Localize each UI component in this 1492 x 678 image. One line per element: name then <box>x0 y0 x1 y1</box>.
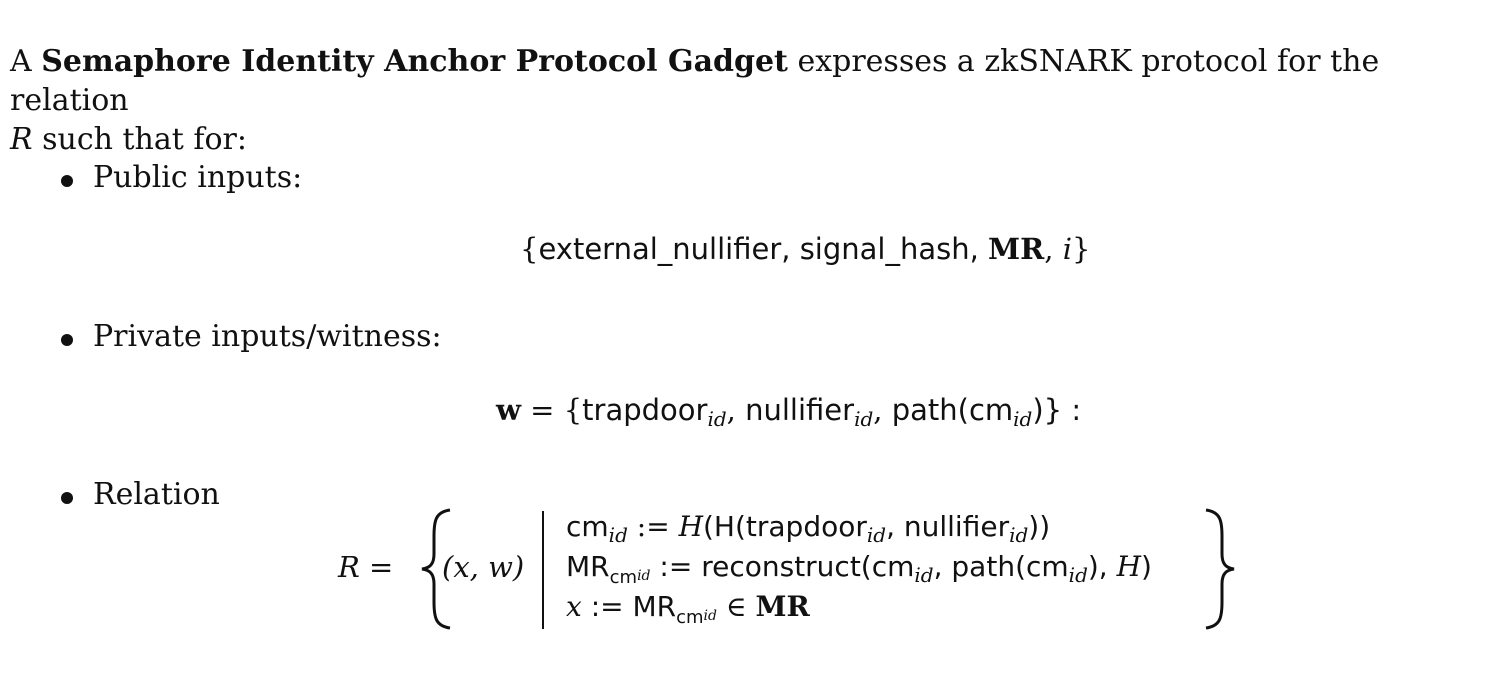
subscript-id: id <box>1068 563 1088 587</box>
element-of: ∈ <box>717 590 756 623</box>
subscript-id: id <box>703 608 717 624</box>
MR: MR <box>566 550 610 583</box>
path: , path(cm <box>933 550 1069 583</box>
close: )) <box>1028 510 1051 543</box>
subscript-cm: cm <box>676 607 704 628</box>
MR-set: MR <box>755 590 810 623</box>
comma: , <box>873 393 883 427</box>
subscript-id: id <box>914 563 934 587</box>
bullet-public-inputs: Public inputs: <box>93 160 303 195</box>
public-inputs-formula: {external_nullifier, signal_hash, MR, i} <box>520 232 1090 266</box>
right-brace-icon <box>1205 508 1235 630</box>
bullet-marker <box>61 175 73 187</box>
nullifier: , nullifier <box>886 510 1010 543</box>
hash-H: H <box>678 510 703 543</box>
subscript-id: id <box>637 568 651 584</box>
bullet-marker <box>61 492 73 504</box>
relation-eq: = <box>359 550 394 584</box>
subscript-id: id <box>1013 407 1033 431</box>
pair: (x, w) <box>442 550 525 584</box>
relation-symbol: R <box>338 550 360 584</box>
subscript-id: id <box>707 407 727 431</box>
relation-conditions: cmid := H(H(trapdoorid, nullifierid)) MR… <box>566 508 1206 633</box>
intro-term: Semaphore Identity Anchor Protocol Gadge… <box>41 44 788 79</box>
tail: ), <box>1087 550 1117 583</box>
divider <box>542 511 544 629</box>
relation-lhs: R = <box>338 550 393 584</box>
cm: cm <box>566 510 609 543</box>
external-nullifier: external_nullifier, <box>538 232 791 266</box>
bullet-relation: Relation <box>93 477 220 512</box>
close: ) <box>1141 550 1152 583</box>
relation-line-1: cmid := H(H(trapdoorid, nullifierid)) <box>566 510 1050 547</box>
assign: := <box>627 510 679 543</box>
left-brace-icon <box>421 508 451 630</box>
inner-hash: (H(trapdoor <box>703 510 867 543</box>
subscript-id: id <box>854 407 874 431</box>
subscript-id: id <box>866 523 887 547</box>
trapdoor: trapdoor <box>582 393 708 427</box>
bullet-marker <box>61 334 73 346</box>
witness-w: w <box>496 393 521 427</box>
path: path(cm <box>891 393 1014 427</box>
witness-eq: = { <box>520 393 583 427</box>
reconstruct: := reconstruct(cm <box>650 550 915 583</box>
witness-formula: w = {trapdoorid, nullifierid, path(cmid)… <box>496 393 1081 431</box>
relation-line-2: MRcmid := reconstruct(cmid, path(cmid), … <box>566 550 1152 588</box>
intro-prefix: A <box>10 44 42 79</box>
hash-H: H <box>1116 550 1142 583</box>
bullet-private-inputs: Private inputs/witness: <box>93 319 442 354</box>
relation-formula: R = (x, w) cmid := H(H(trapdoorid, nulli… <box>338 508 1238 633</box>
subscript-cm: cm <box>609 567 638 588</box>
subscript-id: id <box>608 523 628 547</box>
assign-MR: := MR <box>581 590 677 623</box>
nullifier: nullifier <box>745 393 855 427</box>
witness-close: )} <box>1032 393 1063 427</box>
comma: , <box>726 393 736 427</box>
relation-symbol: R <box>10 122 33 157</box>
relation-line-3: x := MRcmid ∈ MR <box>566 590 810 628</box>
brace-open: { <box>520 232 539 266</box>
x: x <box>566 590 582 623</box>
comma: , <box>1044 232 1054 266</box>
intro-paragraph: A Semaphore Identity Anchor Protocol Gad… <box>10 42 1485 159</box>
brace-close: } <box>1071 232 1091 266</box>
relation-pair: (x, w) <box>442 550 524 584</box>
intro-line2: such that for: <box>32 122 247 157</box>
intro-suffix: expresses a zkSNARK protocol for the rel… <box>10 44 1380 118</box>
merkle-root: MR <box>988 232 1045 266</box>
index-i: i <box>1062 232 1072 266</box>
witness-colon: : <box>1062 393 1082 427</box>
subscript-id: id <box>1009 523 1029 547</box>
signal-hash: signal_hash, <box>799 232 979 266</box>
